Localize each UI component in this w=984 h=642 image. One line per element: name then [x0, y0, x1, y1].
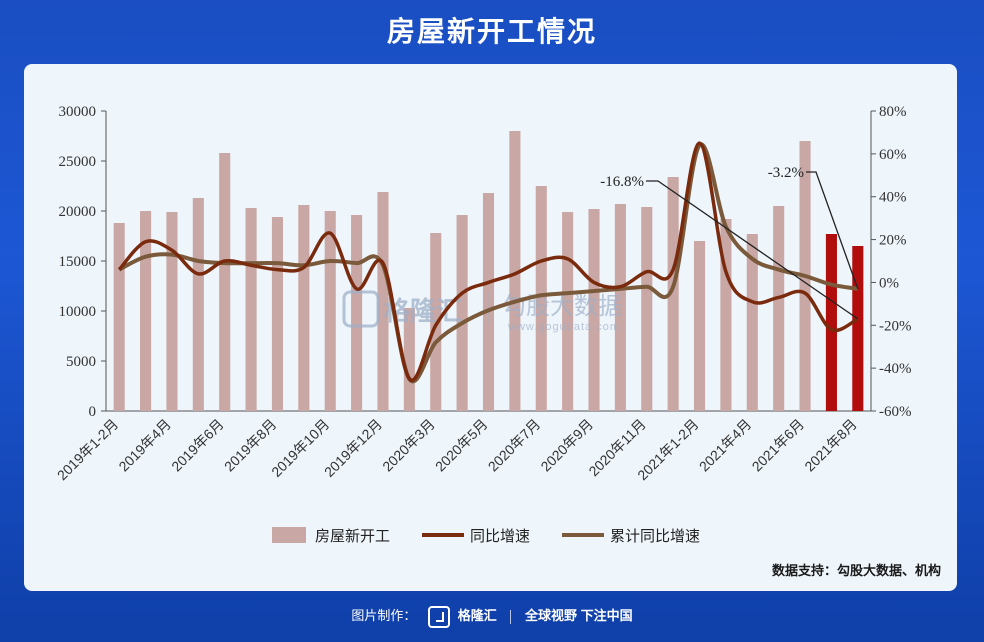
left-tick-label: 25000 — [59, 154, 97, 170]
bar — [377, 192, 389, 411]
annotation-label: -3.2% — [768, 165, 804, 181]
bar — [773, 206, 785, 411]
bar — [746, 234, 758, 411]
bar — [140, 211, 152, 411]
left-tick-label: 15000 — [59, 254, 97, 270]
bar — [298, 205, 310, 411]
left-tick-label: 10000 — [59, 304, 97, 320]
monthly-yoy-line — [117, 141, 859, 382]
legend-label: 同比增速 — [470, 528, 530, 545]
right-tick-label: 20% — [879, 233, 907, 249]
footer-made-by: 图片制作： — [351, 608, 417, 624]
right-tick-label: 80% — [879, 104, 907, 120]
x-tick-label: 2020年3月 — [379, 416, 438, 475]
left-tick-label: 5000 — [66, 354, 96, 370]
x-tick-label: 2021年6月 — [749, 416, 808, 475]
bar — [245, 208, 257, 411]
right-tick-label: 60% — [879, 147, 907, 163]
watermark-logo-icon — [342, 290, 380, 328]
bar — [641, 207, 653, 411]
legend-swatch-bar — [272, 527, 306, 543]
bar — [324, 211, 336, 411]
bar — [852, 246, 864, 411]
x-tick-label: 2021年4月 — [696, 416, 755, 475]
x-tick-label: 2019年6月 — [168, 416, 227, 475]
brand-logo-icon — [428, 606, 451, 628]
footer-divider — [510, 610, 512, 624]
bar — [720, 219, 732, 411]
x-tick-label: 2019年1-2月 — [54, 416, 121, 483]
footer-slogan: 全球视野 下注中国 — [524, 608, 633, 624]
bar — [667, 177, 679, 411]
footer: 图片制作： 格隆汇 全球视野 下注中国 — [0, 605, 984, 628]
bar — [509, 131, 521, 411]
left-tick-label: 20000 — [59, 204, 97, 220]
footer-brand: 格隆汇 — [457, 608, 497, 624]
right-tick-label: -20% — [879, 318, 912, 334]
right-tick-label: -60% — [879, 404, 912, 420]
watermark-url: www.gogudata.com — [507, 321, 620, 333]
legend-label: 房屋新开工 — [315, 528, 390, 545]
left-tick-label: 0 — [89, 404, 97, 420]
x-tick-label: 2020年7月 — [485, 416, 544, 475]
page-title: 房屋新开工情况 — [386, 16, 597, 47]
right-tick-label: -40% — [879, 361, 912, 377]
bar — [403, 308, 415, 411]
x-tick-label: 2021年8月 — [801, 416, 860, 475]
bar — [219, 153, 231, 411]
annotation-leader-line — [646, 180, 859, 320]
bar — [825, 234, 837, 411]
bar — [456, 215, 468, 411]
data-source-note: 数据支持：勾股大数据、机构 — [771, 563, 941, 578]
bar — [351, 215, 363, 411]
annotation-label: -16.8% — [600, 174, 644, 190]
bar — [113, 223, 125, 411]
right-tick-label: 0% — [879, 275, 899, 291]
combo-chart: 0 5000 10000 15000 20000 25000 30000 -60% -40% -2… — [54, 104, 912, 545]
left-tick-label: 30000 — [59, 104, 97, 120]
x-tick-label: 2020年5月 — [432, 416, 491, 475]
watermark-sub: 勾股大数据 — [502, 293, 622, 320]
legend-label: 累计同比增速 — [610, 528, 700, 545]
bar — [535, 186, 547, 411]
annotation-leader-line — [806, 171, 859, 290]
bar — [562, 212, 574, 411]
right-tick-label: 40% — [879, 190, 907, 206]
bar — [588, 209, 600, 411]
bar — [693, 241, 706, 411]
x-tick-label: 2019年4月 — [115, 416, 174, 475]
bar — [614, 204, 626, 411]
bar — [192, 198, 204, 411]
bar — [271, 217, 284, 411]
chart-card: 0 5000 10000 15000 20000 25000 30000 -60% -40% -2… — [24, 64, 957, 591]
bar — [166, 212, 178, 411]
